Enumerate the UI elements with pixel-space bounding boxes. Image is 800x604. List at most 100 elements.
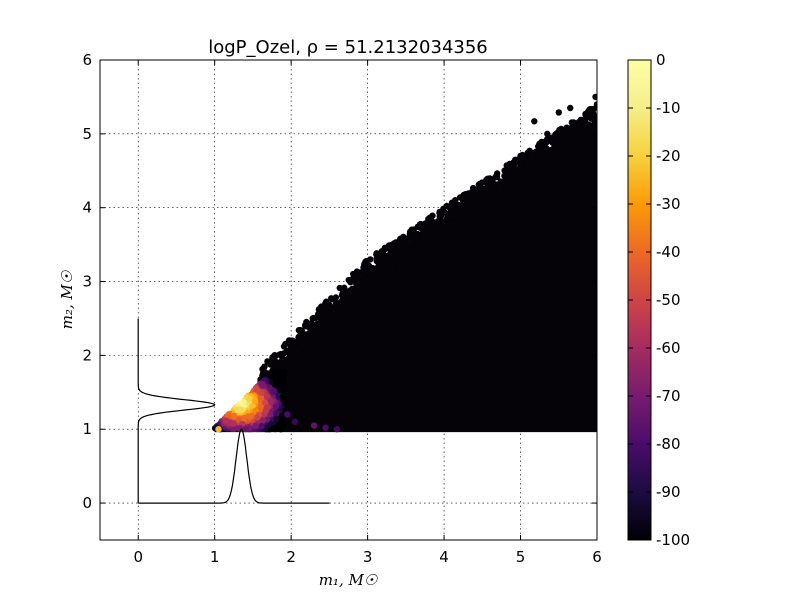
scatter-point xyxy=(569,120,576,128)
scatter-point xyxy=(310,314,317,322)
scatter-point xyxy=(319,326,326,334)
x-axis-label: m₁, M☉ xyxy=(319,571,378,589)
scatter-point xyxy=(406,230,414,238)
scatter-point xyxy=(555,109,562,116)
scatter-point xyxy=(307,339,315,346)
scatter-point xyxy=(333,426,341,433)
scatter-point xyxy=(401,237,409,244)
scatter-point xyxy=(425,231,432,238)
plot-frame xyxy=(99,59,598,541)
colorbar-tick-label: -50 xyxy=(656,291,681,309)
scatter-point xyxy=(543,145,550,152)
scatter-point xyxy=(249,402,256,410)
scatter-point xyxy=(551,141,559,149)
scatter-point xyxy=(486,176,494,183)
scatter-point xyxy=(504,170,511,177)
y-tick-label: 5 xyxy=(82,125,92,143)
colorbar-tick-label: -10 xyxy=(656,99,681,117)
scatter-point xyxy=(436,208,443,216)
scatter-point xyxy=(246,395,253,402)
scatter-point xyxy=(360,262,368,270)
scatter-point xyxy=(293,351,300,359)
y-tick-label: 2 xyxy=(82,346,92,364)
scatter-point xyxy=(279,420,287,427)
scatter-point xyxy=(362,280,369,288)
y-tick-label: 4 xyxy=(82,199,92,217)
x-tick-label: 0 xyxy=(133,548,143,566)
scatter-point xyxy=(325,319,333,326)
scatter-point xyxy=(258,389,265,396)
scatter-point xyxy=(270,356,277,363)
colorbar-tick-label: -80 xyxy=(656,435,681,453)
scatter-point xyxy=(290,344,298,351)
scatter-point xyxy=(315,306,323,313)
scatter-point xyxy=(593,126,597,133)
colorbar-tick-label: -40 xyxy=(656,243,681,261)
scatter-point xyxy=(322,424,329,431)
scatter-point xyxy=(544,130,551,138)
scatter-point xyxy=(273,409,280,417)
scatter-point xyxy=(341,303,349,311)
scatter-point xyxy=(575,137,582,144)
scatter-point xyxy=(272,425,279,432)
scatter-point xyxy=(546,158,553,165)
scatter-point xyxy=(562,146,569,153)
scatter-points xyxy=(211,93,597,433)
scatter-point xyxy=(273,380,280,388)
scatter-point xyxy=(286,355,294,363)
scatter-point xyxy=(385,244,393,252)
scatter-point xyxy=(452,220,459,228)
scatter-point xyxy=(315,311,322,319)
scatter-point xyxy=(567,126,574,134)
scatter-point xyxy=(254,414,261,421)
scatter-point xyxy=(481,201,488,209)
scatter-point xyxy=(230,420,237,427)
scatter-point xyxy=(267,397,275,405)
chart-title: logP_Ozel, ρ = 51.2132034356 xyxy=(208,37,488,58)
scatter-point xyxy=(257,394,265,401)
scatter-point xyxy=(426,221,434,229)
scatter-point xyxy=(281,359,288,366)
scatter-point xyxy=(447,220,454,227)
scatter-point xyxy=(585,121,592,128)
scatter-point xyxy=(242,425,249,433)
scatter-point xyxy=(379,268,386,276)
scatter-point xyxy=(259,381,266,388)
scatter-point xyxy=(277,386,284,394)
scatter-point xyxy=(574,126,582,134)
scatter-point xyxy=(531,167,539,174)
scatter-point xyxy=(391,240,398,247)
scatter-point xyxy=(512,159,519,167)
scatter-point xyxy=(291,418,299,426)
scatter-point xyxy=(389,261,396,269)
m2-marginal-curve xyxy=(137,318,216,504)
scatter-point xyxy=(459,213,467,221)
scatter-point xyxy=(454,205,462,212)
scatter-point xyxy=(340,291,347,298)
scatter-point xyxy=(349,277,357,284)
scatter-point xyxy=(490,196,498,203)
scatter-point xyxy=(238,406,245,414)
scatter-point xyxy=(531,118,538,125)
scatter-point xyxy=(215,426,222,433)
scatter-point xyxy=(426,214,433,221)
scatter-point xyxy=(296,333,303,340)
scatter-point xyxy=(266,384,273,392)
scatter-point xyxy=(466,191,473,198)
y-tick-label: 1 xyxy=(82,420,92,438)
y-axis-label: m₂, M☉ xyxy=(58,270,76,329)
scatter-point xyxy=(522,160,530,168)
scatter-point xyxy=(388,256,396,264)
scatter-point xyxy=(592,93,597,101)
scatter-point xyxy=(553,129,561,137)
scatter-point xyxy=(358,272,365,279)
colorbar-tick-label: -30 xyxy=(656,195,681,213)
scatter-point xyxy=(311,324,318,332)
y-tick-label: 6 xyxy=(82,51,92,69)
scatter-point xyxy=(413,234,420,242)
scatter-point xyxy=(267,361,274,368)
scatter-point xyxy=(345,290,352,297)
scatter-point xyxy=(410,226,417,233)
